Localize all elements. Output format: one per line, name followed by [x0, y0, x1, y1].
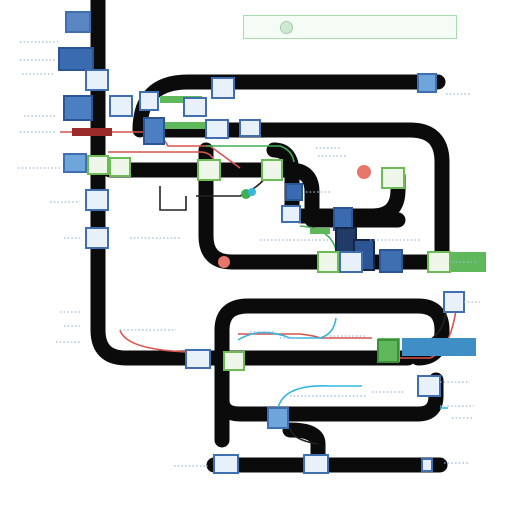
- wire-cyan-2: [277, 385, 362, 409]
- node-card-10: [143, 117, 165, 145]
- node-card-13: [63, 153, 87, 173]
- dotted-label-group: [18, 41, 480, 467]
- legend-box: [243, 15, 457, 39]
- green-bar-6: [402, 338, 476, 356]
- node-card-18: [381, 167, 405, 189]
- track-lower-return: [214, 372, 444, 422]
- node-card-9: [417, 73, 437, 93]
- green-bar-1: [160, 96, 202, 103]
- node-card-30: [443, 291, 465, 313]
- node-card-1: [65, 11, 91, 33]
- node-card-23: [85, 227, 109, 249]
- node-group: [58, 11, 465, 474]
- node-card-2: [58, 47, 94, 71]
- node-card-35: [267, 407, 289, 429]
- track-upper-right: [142, 122, 450, 270]
- track-group: [90, 0, 450, 473]
- node-card-21: [281, 205, 301, 223]
- wire-dark-1: [159, 186, 187, 211]
- node-card-17: [261, 159, 283, 181]
- node-card-37: [303, 454, 329, 474]
- node-card-16: [197, 159, 221, 181]
- node-card-38: [421, 458, 433, 472]
- status-dot-group: [218, 165, 371, 268]
- node-card-36: [213, 454, 239, 474]
- node-card-5: [109, 95, 133, 117]
- track-inner-loop: [198, 142, 448, 270]
- node-card-14: [87, 155, 109, 175]
- node-card-22: [333, 207, 353, 231]
- node-card-34: [417, 375, 441, 397]
- red-bar-1: [72, 128, 112, 136]
- node-card-33: [377, 339, 399, 363]
- node-card-11: [205, 119, 229, 139]
- node-card-20: [285, 183, 303, 201]
- wire-red-2: [108, 151, 215, 161]
- legend-icon: [280, 21, 293, 34]
- node-card-7: [183, 97, 207, 117]
- node-card-27: [339, 251, 363, 273]
- wire-cyan-1: [237, 317, 337, 341]
- node-card-6: [139, 91, 159, 111]
- node-card-31: [185, 349, 211, 369]
- node-card-26: [317, 251, 339, 273]
- node-card-4: [63, 95, 93, 121]
- wire-red-3: [119, 329, 191, 353]
- green-bar-2: [162, 122, 206, 129]
- node-card-29: [427, 251, 451, 273]
- node-card-28: [379, 249, 403, 273]
- status-dot-icon: [357, 165, 371, 179]
- node-card-15: [109, 157, 131, 177]
- green-bar-3: [310, 228, 330, 234]
- node-card-12: [239, 119, 261, 137]
- track-main-vertical: [90, 0, 416, 366]
- node-card-3: [85, 69, 109, 91]
- wire-green-3: [206, 145, 295, 163]
- status-dot-icon: [218, 256, 230, 268]
- status-dot-icon: [248, 188, 256, 196]
- node-card-19: [85, 189, 109, 211]
- node-card-8: [211, 77, 235, 99]
- node-card-32: [223, 351, 245, 371]
- wire-dark-3: [289, 427, 319, 445]
